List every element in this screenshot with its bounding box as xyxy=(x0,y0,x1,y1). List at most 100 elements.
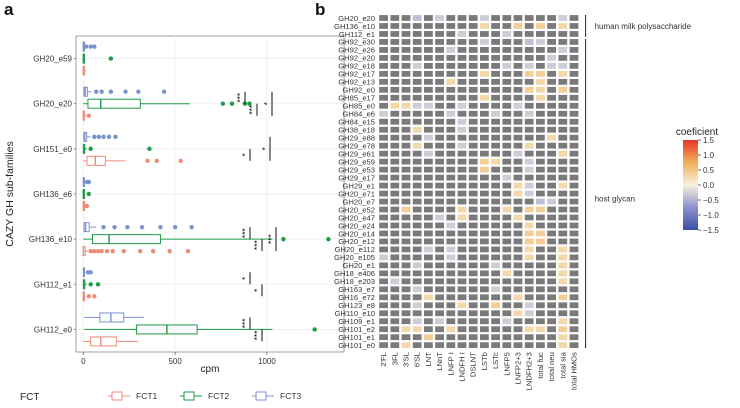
boxplot-fct3-gh112_e0 xyxy=(84,312,144,323)
heatmap-cell xyxy=(524,318,534,325)
heatmap-cell xyxy=(401,70,411,77)
significance-bracket: * xyxy=(240,272,251,285)
heatmap-cell xyxy=(401,230,411,237)
heatmap-cell xyxy=(491,150,500,157)
row-label: GH20_e52 xyxy=(338,205,375,214)
heatmap-cell xyxy=(401,262,411,269)
heatmap-cell xyxy=(424,294,433,301)
outlier-point xyxy=(92,248,97,254)
heatmap-cell xyxy=(412,142,422,149)
category-label: GH112_e1 xyxy=(34,280,73,289)
heatmap-cell xyxy=(435,262,444,269)
outlier-point xyxy=(147,146,152,152)
heatmap-cell xyxy=(390,102,400,109)
heatmap-cell xyxy=(547,142,556,149)
heatmap-cell xyxy=(390,182,400,189)
colorbar-tick-label: −1.0 xyxy=(703,211,719,220)
heatmap-cell xyxy=(457,262,467,269)
heatmap-cell xyxy=(468,334,478,341)
heatmap-cell xyxy=(468,182,478,189)
column-label: LNFP I xyxy=(446,352,455,376)
heatmap-cell xyxy=(558,23,568,29)
heatmap-cell xyxy=(491,278,500,285)
heatmap-cell xyxy=(401,238,411,245)
heatmap-cell xyxy=(513,238,523,245)
heatmap-cell xyxy=(569,31,579,37)
heatmap-cell xyxy=(480,70,489,77)
heatmap-cell xyxy=(558,102,568,109)
heatmap-cell xyxy=(468,110,478,117)
heatmap-cell xyxy=(536,31,545,37)
heatmap-cell xyxy=(468,230,478,237)
heatmap-cell xyxy=(379,31,388,37)
heatmap-cell xyxy=(401,39,411,45)
heatmap-cell xyxy=(446,310,456,317)
heatmap-cell xyxy=(569,294,579,301)
heatmap-cell xyxy=(513,190,523,197)
heatmap-cell xyxy=(401,198,411,205)
heatmap-cell xyxy=(390,15,400,21)
outlier-point xyxy=(92,294,97,299)
heatmap-cell xyxy=(480,254,489,261)
heatmap-cell xyxy=(491,110,500,117)
heatmap-cell xyxy=(569,198,579,205)
legend-key xyxy=(111,391,123,401)
heatmap-cell xyxy=(524,31,534,37)
heatmap-cell xyxy=(446,254,456,261)
heatmap-row-labels: GH20_e20GH136_e10GH112_e1GH92_e30GH92_e2… xyxy=(334,14,375,350)
heatmap-cell xyxy=(457,230,467,237)
significance-bracket: *** xyxy=(240,227,251,240)
colorbar-tick-label: 1.5 xyxy=(703,136,715,145)
heatmap-cell xyxy=(502,158,512,165)
heatmap-cell xyxy=(379,206,388,213)
heatmap-cell xyxy=(491,86,500,93)
y-axis-label: CAZY GH sub-families xyxy=(4,141,16,246)
heatmap-cell xyxy=(468,15,478,21)
row-label: GH92_e18 xyxy=(338,62,375,71)
heatmap-cell xyxy=(412,254,422,261)
heatmap-cell xyxy=(379,254,388,261)
heatmap-cell xyxy=(524,206,534,213)
heatmap-cell xyxy=(524,286,534,293)
heatmap-cell xyxy=(446,126,456,133)
row-label: GH18_e203 xyxy=(334,277,375,286)
heatmap-cell xyxy=(435,150,444,157)
heatmap-cell xyxy=(513,86,523,93)
heatmap-cell xyxy=(569,342,579,349)
heatmap-cell xyxy=(569,206,579,213)
heatmap-cell xyxy=(524,326,534,333)
heatmap-cell xyxy=(524,158,534,165)
heatmap-cell xyxy=(457,318,467,325)
heatmap-cell xyxy=(480,326,489,333)
box xyxy=(83,222,90,233)
heatmap-cell xyxy=(524,190,534,197)
heatmap-cell xyxy=(536,262,545,269)
heatmap-cell xyxy=(435,126,444,133)
heatmap-cell xyxy=(435,70,444,77)
heatmap-cell xyxy=(502,142,512,149)
heatmap-cell xyxy=(379,118,388,125)
heatmap-cell xyxy=(435,286,444,293)
heatmap-cell xyxy=(379,150,388,157)
heatmap-cell xyxy=(412,334,422,341)
heatmap-cell xyxy=(435,334,444,341)
heatmap-cell xyxy=(491,182,500,189)
heatmap-cell xyxy=(412,286,422,293)
heatmap-cell xyxy=(435,31,444,37)
heatmap-cell xyxy=(513,254,523,261)
boxplot-fct2-gh151_e0 xyxy=(82,143,152,154)
heatmap-cell xyxy=(502,214,512,221)
heatmap-cell xyxy=(390,318,400,325)
heatmap-cell xyxy=(491,214,500,221)
heatmap-cell xyxy=(457,278,467,285)
heatmap-cell xyxy=(536,246,545,253)
heatmap-cell xyxy=(491,142,500,149)
heatmap-cell xyxy=(536,270,545,277)
heatmap-cell xyxy=(435,118,444,125)
heatmap-cell xyxy=(524,102,534,109)
heatmap-cell xyxy=(446,78,456,85)
heatmap-cell xyxy=(513,78,523,85)
heatmap-cell xyxy=(502,286,512,293)
heatmap-cell xyxy=(569,142,579,149)
heatmap-cell xyxy=(435,302,444,309)
